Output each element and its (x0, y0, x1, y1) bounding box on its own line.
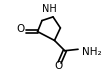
Text: O: O (54, 61, 62, 71)
Text: NH₂: NH₂ (82, 47, 101, 57)
Text: O: O (17, 24, 25, 34)
Text: NH: NH (42, 4, 57, 14)
